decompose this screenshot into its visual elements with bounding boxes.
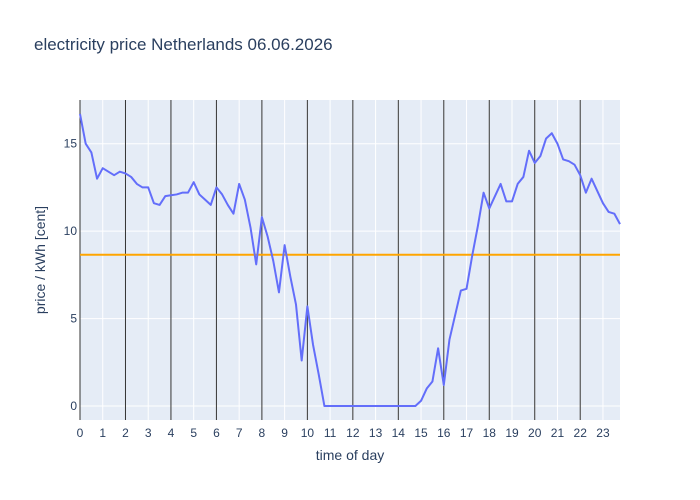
x-tick-label: 13 — [369, 426, 383, 440]
x-tick-label: 22 — [574, 426, 588, 440]
x-tick-label: 15 — [414, 426, 428, 440]
x-tick-label: 7 — [236, 426, 243, 440]
x-axis-ticks: 0 1 2 3 4 5 6 7 8 9 10 11 12 13 14 15 16 17 18 19 20 21 22 23 — [77, 426, 610, 440]
x-tick-label: 21 — [551, 426, 565, 440]
x-tick-label: 1 — [99, 426, 106, 440]
x-tick-label: 23 — [596, 426, 610, 440]
y-tick-label: 10 — [64, 224, 78, 238]
x-tick-label: 19 — [505, 426, 519, 440]
x-tick-label: 18 — [483, 426, 497, 440]
y-tick-label: 15 — [64, 137, 78, 151]
y-tick-label: 0 — [70, 399, 77, 413]
x-tick-label: 9 — [281, 426, 288, 440]
y-axis-title: price / kWh [cent] — [32, 206, 48, 314]
x-tick-label: 10 — [301, 426, 315, 440]
x-tick-label: 14 — [392, 426, 406, 440]
x-tick-label: 17 — [460, 426, 474, 440]
x-tick-label: 2 — [122, 426, 129, 440]
price-series-line — [79, 113, 621, 408]
x-axis-title: time of day — [316, 447, 384, 463]
y-axis-ticks: 0 5 10 15 — [64, 137, 78, 413]
x-tick-label: 4 — [168, 426, 175, 440]
x-tick-label: 8 — [259, 426, 266, 440]
x-tick-label: 6 — [213, 426, 220, 440]
vertical-markers — [79, 100, 581, 420]
x-tick-label: 0 — [77, 426, 84, 440]
x-tick-label: 16 — [437, 426, 451, 440]
x-tick-label: 20 — [528, 426, 542, 440]
plot-area — [80, 100, 620, 420]
x-tick-label: 5 — [190, 426, 197, 440]
chart-title: electricity price Netherlands 06.06.2026 — [34, 35, 333, 54]
x-tick-label: 3 — [145, 426, 152, 440]
x-tick-label: 11 — [324, 426, 337, 440]
y-tick-label: 5 — [70, 312, 77, 326]
x-tick-label: 12 — [346, 426, 360, 440]
